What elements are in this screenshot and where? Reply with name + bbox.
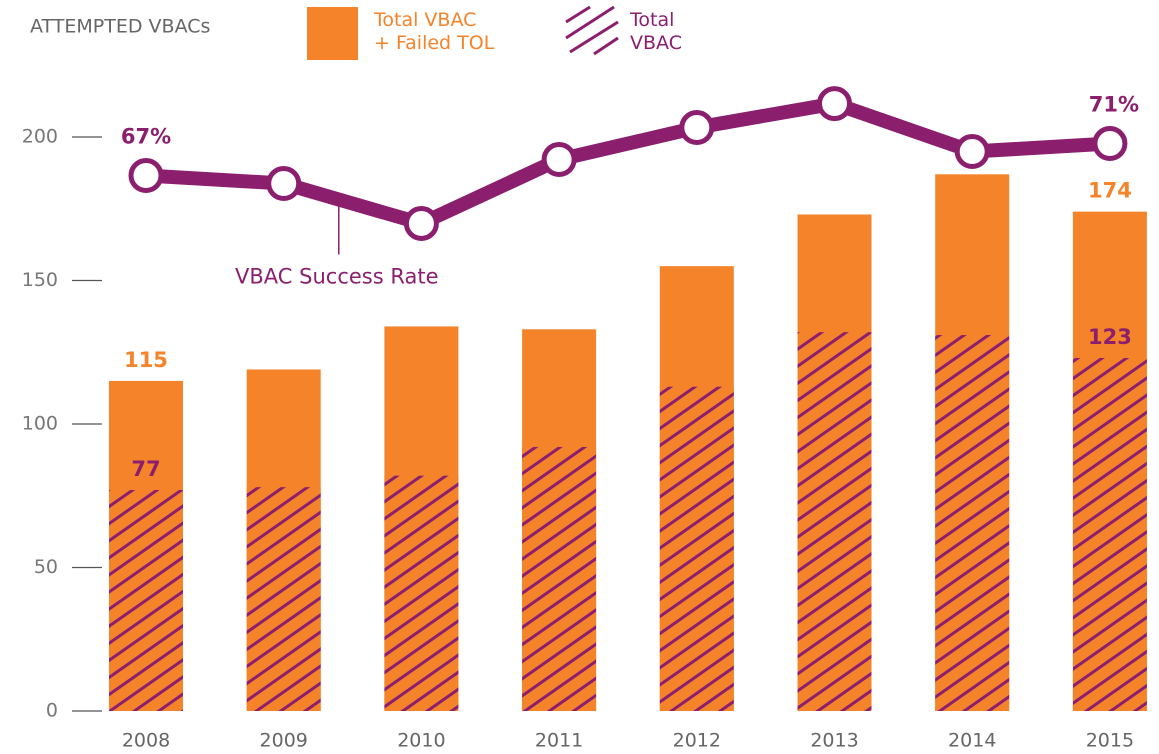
data-label: 67% bbox=[121, 125, 171, 149]
bar bbox=[109, 490, 183, 711]
line bbox=[145, 96, 1111, 231]
data-label: 174 bbox=[1088, 179, 1132, 203]
y-tick-label: 50 bbox=[34, 556, 58, 578]
bar bbox=[797, 332, 872, 711]
bar bbox=[659, 386, 734, 711]
data-label: 115 bbox=[124, 348, 168, 372]
line-marker bbox=[128, 158, 164, 194]
line-marker bbox=[541, 142, 577, 178]
line-marker bbox=[1092, 126, 1128, 162]
x-tick-label: 2008 bbox=[122, 730, 170, 752]
x-tick-label: 2010 bbox=[397, 730, 445, 752]
y-tick-label: 0 bbox=[46, 700, 58, 722]
bar bbox=[246, 487, 321, 711]
y-tick-label: 150 bbox=[22, 269, 58, 291]
x-tick-label: 2012 bbox=[673, 730, 721, 752]
line-marker bbox=[954, 134, 990, 170]
chart-title: ATTEMPTED VBACs bbox=[30, 16, 210, 38]
line-marker bbox=[403, 205, 439, 241]
data-label: 123 bbox=[1088, 325, 1132, 349]
line-marker bbox=[266, 166, 302, 202]
annotation: VBAC Success Rate bbox=[235, 264, 438, 288]
legend-label: Total VBAC + Failed TOL bbox=[374, 9, 495, 54]
x-tick-label: 2009 bbox=[260, 730, 308, 752]
x-tick-label: 2015 bbox=[1086, 730, 1134, 752]
bar bbox=[935, 335, 1010, 711]
bar bbox=[1072, 357, 1147, 711]
x-tick-label: 2011 bbox=[535, 730, 583, 752]
line-marker bbox=[679, 110, 715, 146]
bar bbox=[522, 446, 597, 711]
data-label: 71% bbox=[1089, 93, 1139, 117]
x-tick-label: 2013 bbox=[810, 730, 858, 752]
bar bbox=[384, 475, 459, 711]
line-marker bbox=[817, 86, 852, 122]
y-tick-label: 200 bbox=[22, 126, 58, 148]
data-label: 77 bbox=[131, 457, 160, 481]
y-tick-label: 100 bbox=[22, 413, 58, 435]
x-tick-label: 2014 bbox=[948, 730, 996, 752]
legend-hatch-icon bbox=[565, 5, 619, 56]
legend-swatch bbox=[307, 7, 358, 60]
legend-label: Total VBAC bbox=[630, 9, 682, 54]
